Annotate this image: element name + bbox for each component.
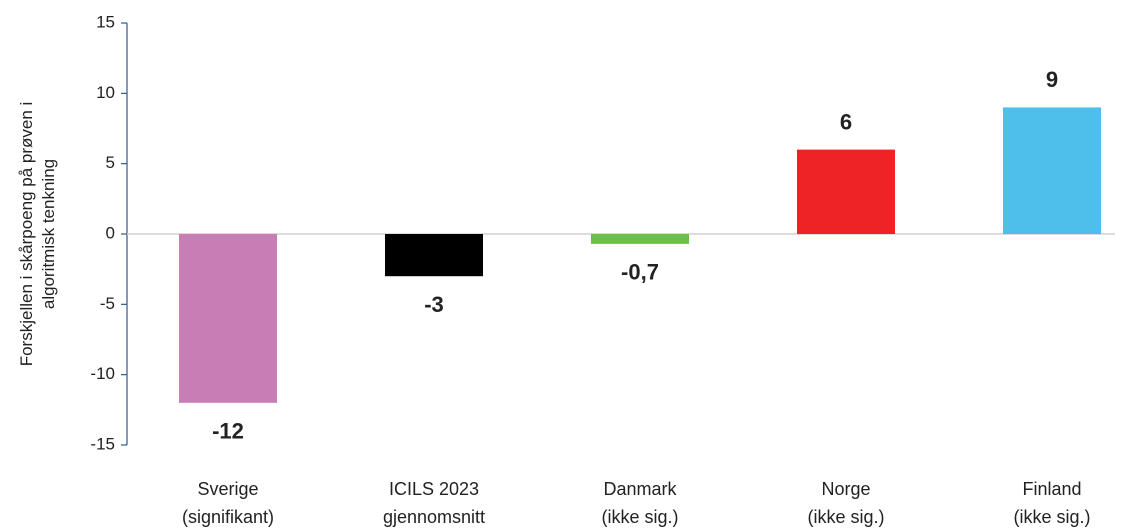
- y-tick-label: 15: [96, 12, 115, 31]
- y-tick-label: 5: [106, 153, 115, 172]
- bar: [591, 234, 689, 244]
- x-tick-label: Finland (ikke sig.): [1013, 479, 1090, 527]
- y-axis-label: Forskjellen i skårpoeng på prøven i algor…: [17, 102, 58, 367]
- x-tick-label: Danmark (ikke sig.): [601, 479, 678, 527]
- value-label: -12: [212, 419, 244, 444]
- y-axis-label-line: algoritmisk tenkning: [39, 159, 58, 309]
- x-tick-label-line: (signifikant): [182, 507, 274, 527]
- x-tick-label: Norge (ikke sig.): [807, 479, 884, 527]
- value-label: -3: [424, 292, 444, 317]
- value-label: -0,7: [621, 260, 659, 285]
- y-tick-label: -5: [100, 294, 115, 313]
- value-label: 6: [840, 109, 852, 134]
- y-tick-label: -15: [90, 434, 115, 453]
- bar: [1003, 107, 1101, 234]
- x-tick-label-line: (ikke sig.): [1013, 507, 1090, 527]
- x-tick-label-line: Finland: [1022, 479, 1081, 499]
- x-tick-label-line: ICILS 2023: [389, 479, 479, 499]
- y-tick-label: -10: [90, 364, 115, 383]
- bar: [797, 149, 895, 234]
- x-tick-label-line: Sverige: [197, 479, 258, 499]
- y-tick-label: 0: [106, 223, 115, 242]
- x-tick-label-line: Danmark: [603, 479, 677, 499]
- y-axis-label-line: Forskjellen i skårpoeng på prøven i: [17, 102, 36, 367]
- x-tick-label: Sverige (signifikant): [182, 479, 274, 527]
- x-tick-label: ICILS 2023 gjennomsnitt: [383, 479, 485, 527]
- value-label: 9: [1046, 67, 1058, 92]
- x-tick-label-line: (ikke sig.): [807, 507, 884, 527]
- bar: [385, 234, 483, 277]
- x-tick-label-line: Norge: [821, 479, 870, 499]
- x-tick-label-line: (ikke sig.): [601, 507, 678, 527]
- x-tick-label-line: gjennomsnitt: [383, 507, 485, 527]
- bar: [179, 234, 277, 403]
- y-tick-label: 10: [96, 83, 115, 102]
